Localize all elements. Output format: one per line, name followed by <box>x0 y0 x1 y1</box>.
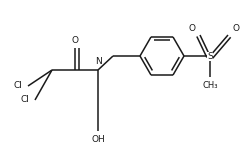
Text: Cl: Cl <box>14 82 22 90</box>
Text: O: O <box>71 36 79 45</box>
Text: CH₃: CH₃ <box>202 82 218 90</box>
Text: O: O <box>232 24 240 33</box>
Text: Cl: Cl <box>21 95 30 104</box>
Text: O: O <box>188 24 195 33</box>
Text: OH: OH <box>91 136 105 144</box>
Text: N: N <box>95 57 101 66</box>
Text: S: S <box>207 52 213 61</box>
